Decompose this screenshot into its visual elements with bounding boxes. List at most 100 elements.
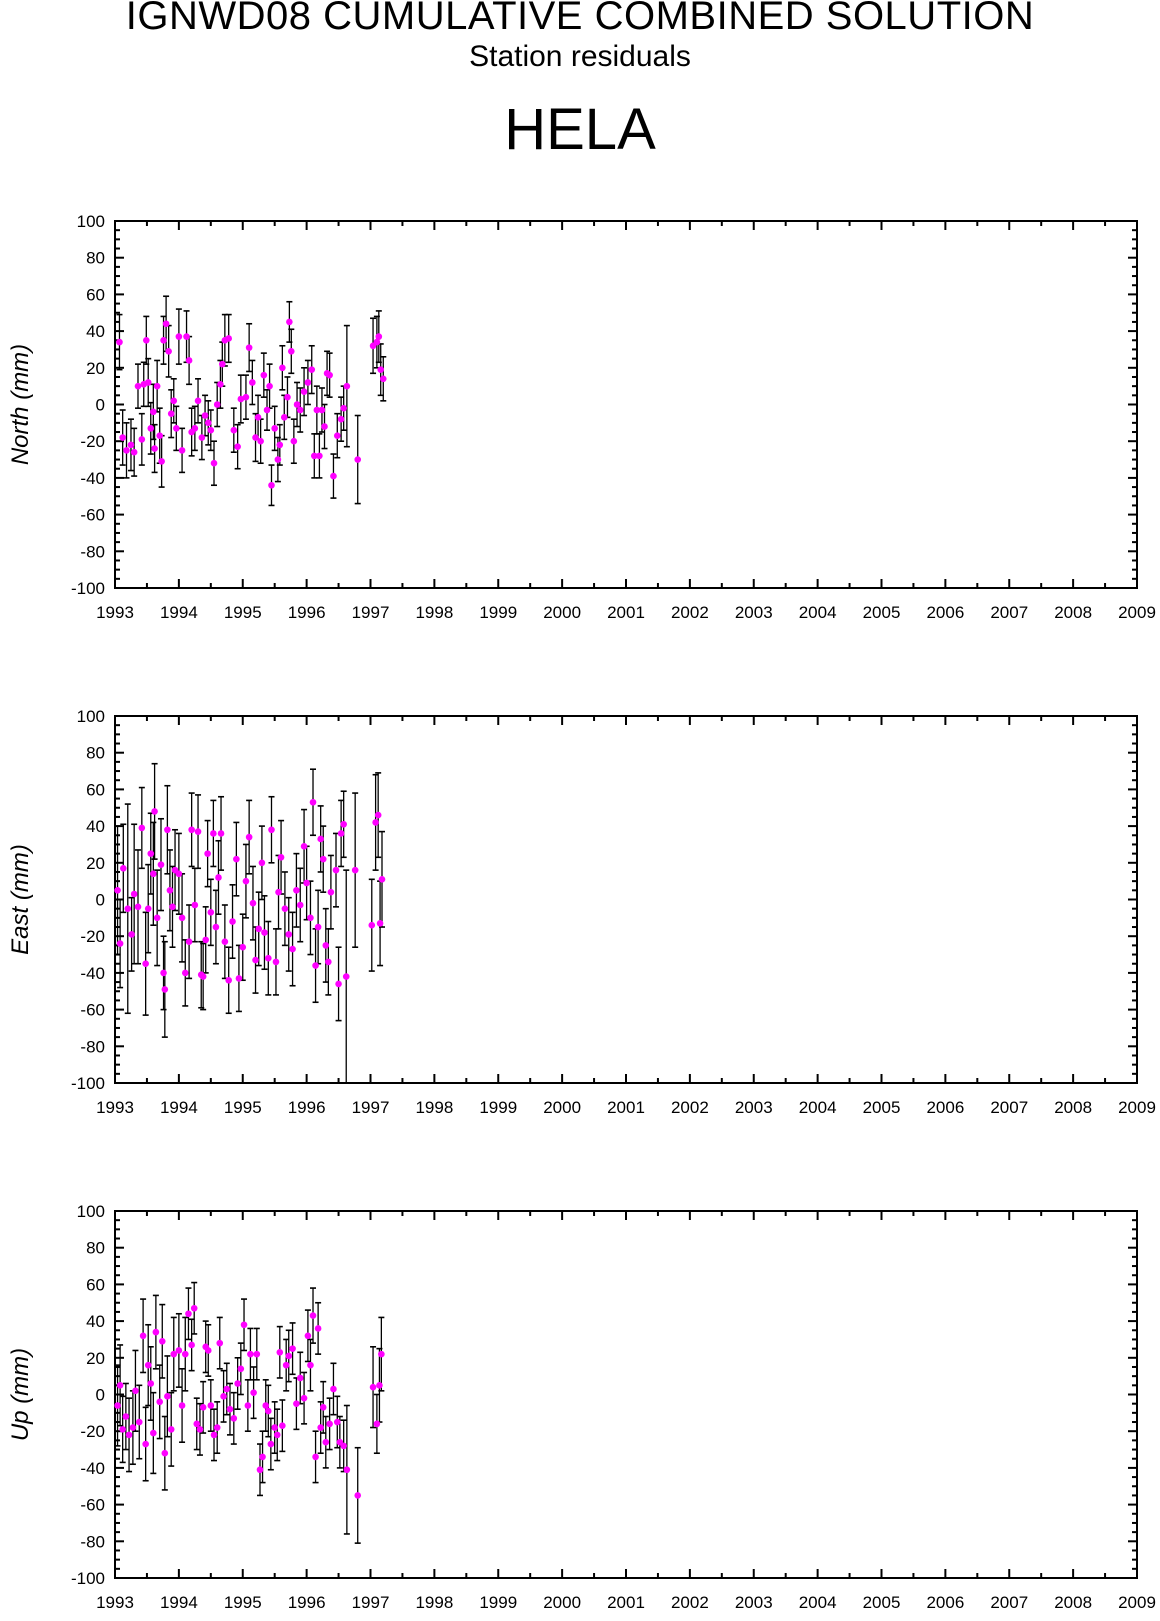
data-point — [375, 333, 383, 340]
data-point — [129, 1424, 137, 1431]
data-point — [147, 425, 155, 432]
data-point — [204, 419, 212, 427]
data-point — [314, 923, 322, 931]
data-point — [173, 425, 180, 432]
data-point — [185, 1310, 192, 1318]
data-point — [158, 1337, 166, 1345]
data-point — [279, 364, 286, 372]
data-point — [191, 901, 199, 909]
data-point — [116, 1382, 124, 1389]
data-point — [273, 1431, 281, 1439]
data-point — [170, 397, 178, 405]
data-point — [281, 905, 289, 912]
data-point — [216, 1339, 224, 1347]
y-tick-label: 20 — [86, 854, 105, 873]
data-point — [261, 929, 268, 936]
data-point — [188, 1341, 195, 1349]
x-tick-label: 2000 — [543, 1593, 581, 1612]
data-point — [326, 1420, 333, 1428]
data-point — [204, 1347, 212, 1354]
data-point — [123, 447, 130, 454]
data-point — [204, 850, 211, 857]
plot-frame — [114, 715, 1138, 1084]
data-point — [304, 1332, 312, 1340]
data-point — [132, 1387, 139, 1395]
y-tick-label: 100 — [77, 707, 105, 726]
x-tick-label: 2003 — [735, 1593, 773, 1612]
x-tick-label: 1999 — [479, 603, 517, 622]
y-tick-label: 0 — [96, 396, 105, 415]
data-point — [128, 931, 135, 938]
data-point — [167, 410, 175, 417]
x-tick-label: 1997 — [352, 1593, 390, 1612]
data-point — [319, 1404, 327, 1411]
data-point — [134, 903, 142, 911]
data-point — [188, 826, 195, 834]
data-point — [284, 393, 291, 401]
data-point — [300, 842, 308, 850]
data-point — [190, 1304, 198, 1312]
data-point — [217, 830, 225, 837]
data-point — [309, 1312, 317, 1319]
data-point — [221, 938, 229, 946]
data-point — [240, 1321, 248, 1329]
x-tick-label: 1993 — [96, 603, 134, 622]
data-point — [191, 425, 199, 432]
x-tick-label: 1994 — [160, 603, 198, 622]
data-point — [373, 1420, 381, 1428]
x-tick-label: 2002 — [671, 603, 709, 622]
data-point — [312, 1453, 319, 1461]
data-point — [178, 1402, 186, 1409]
x-tick-label: 2007 — [990, 1593, 1028, 1612]
data-point — [242, 393, 250, 401]
data-point — [327, 888, 335, 896]
data-point — [310, 452, 318, 460]
data-point — [116, 940, 124, 947]
chart-panel-north: 1993 1994 1995 1996 1997 1998 1999 2000 2001 2002… — [7, 212, 1156, 622]
data-point — [161, 1449, 169, 1457]
data-point — [372, 819, 379, 826]
data-point — [257, 437, 264, 445]
data-point — [138, 824, 146, 832]
data-point — [175, 870, 183, 878]
data-point — [212, 923, 220, 931]
data-point — [303, 879, 310, 887]
data-point — [166, 887, 174, 894]
data-point — [285, 931, 293, 938]
data-point — [378, 1350, 385, 1358]
x-tick-label: 2004 — [799, 1098, 837, 1117]
x-tick-label: 2000 — [543, 1098, 581, 1117]
data-point — [230, 1415, 238, 1422]
x-tick-label: 2003 — [735, 1098, 773, 1117]
y-tick-label: 40 — [86, 1312, 105, 1331]
data-point — [258, 859, 266, 867]
y-tick-label: -60 — [80, 1496, 105, 1515]
data-point — [150, 870, 157, 878]
y-tick-label: -60 — [80, 506, 105, 525]
data-point — [307, 1361, 314, 1369]
data-point — [213, 1424, 221, 1431]
data-point — [280, 414, 288, 421]
x-tick-label: 1994 — [160, 1098, 198, 1117]
data-point — [219, 360, 226, 368]
data-point — [335, 980, 342, 988]
data-point — [164, 826, 171, 834]
x-tick-label: 1996 — [288, 603, 326, 622]
data-point — [150, 1429, 157, 1437]
data-point — [245, 344, 253, 351]
y-tick-label: -40 — [80, 1459, 105, 1478]
data-point — [275, 888, 282, 896]
data-point — [259, 1453, 266, 1461]
data-point — [296, 901, 304, 909]
data-point — [130, 890, 138, 898]
data-point — [318, 406, 326, 414]
data-point — [114, 1402, 121, 1409]
data-point — [202, 936, 210, 944]
data-point — [234, 1380, 241, 1387]
data-point — [167, 1426, 175, 1433]
data-point — [229, 918, 236, 925]
data-point — [124, 905, 132, 912]
data-point — [207, 1402, 215, 1409]
chart-title: IGNWD08 CUMULATIVE COMBINED SOLUTION — [125, 0, 1035, 38]
x-tick-label: 2000 — [543, 603, 581, 622]
